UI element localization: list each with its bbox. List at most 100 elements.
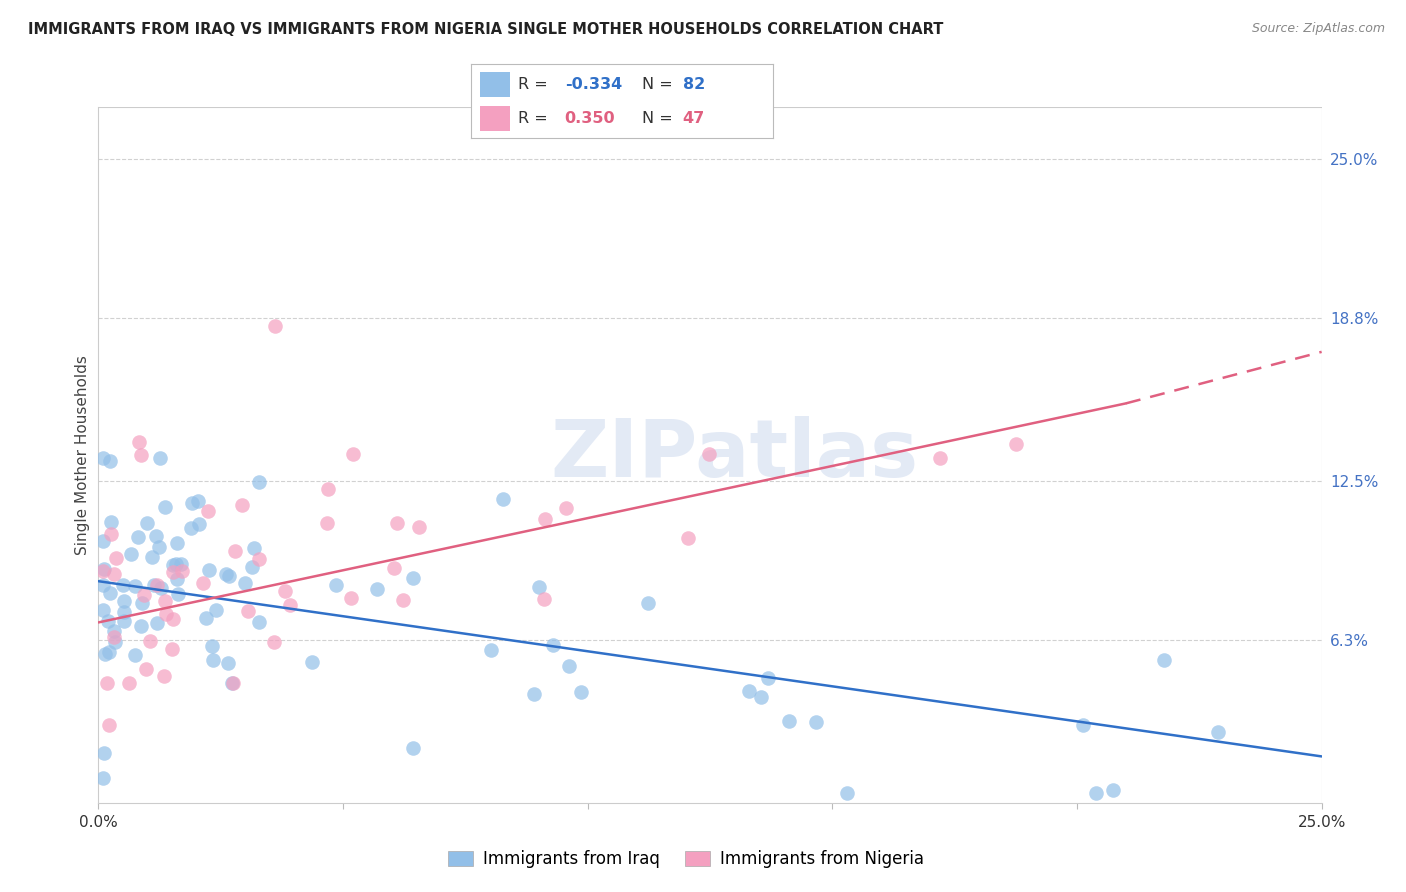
Point (160, 642, 183, 657)
Point (98, 645, 121, 659)
Point (153, 594, 176, 608)
Text: R =: R = (517, 111, 558, 126)
Point (402, 571, 425, 585)
Point (118, 676, 141, 690)
Point (197, 503, 219, 517)
Point (93, 647, 115, 661)
Y-axis label: Single Mother Households: Single Mother Households (75, 355, 90, 555)
Point (835, 786, 858, 800)
Point (247, 615, 270, 629)
Point (1206, 725, 1229, 739)
Point (149, 450, 172, 465)
Point (139, 633, 162, 648)
Point (233, 575, 256, 590)
Point (247, 552, 270, 566)
Point (91, 578, 114, 592)
Point (201, 639, 224, 653)
Text: Source: ZipAtlas.com: Source: ZipAtlas.com (1251, 22, 1385, 36)
Point (402, 741, 425, 756)
Point (224, 544, 246, 558)
Point (155, 500, 177, 515)
Point (112, 594, 135, 608)
Point (170, 558, 193, 572)
Point (382, 561, 405, 575)
Point (676, 531, 699, 545)
Point (141, 550, 163, 565)
Point (128, 434, 150, 449)
Point (112, 605, 135, 619)
Point (124, 579, 146, 593)
Point (408, 520, 430, 534)
Point (218, 569, 240, 583)
Point (201, 652, 224, 666)
Point (97, 614, 120, 628)
Point (778, 714, 800, 728)
Point (278, 598, 301, 612)
Point (533, 512, 555, 526)
Point (325, 578, 347, 592)
Point (170, 564, 193, 578)
Point (162, 566, 184, 580)
Point (91, 603, 114, 617)
Point (103, 566, 125, 581)
Point (204, 603, 226, 617)
Point (533, 592, 555, 607)
Point (98, 585, 121, 599)
Point (217, 656, 239, 670)
Point (146, 616, 169, 631)
Point (91, 533, 114, 548)
FancyBboxPatch shape (479, 106, 510, 131)
Text: N =: N = (641, 78, 678, 93)
Point (1102, 782, 1125, 797)
Point (152, 669, 174, 683)
Point (112, 614, 135, 628)
Point (243, 541, 266, 556)
Point (316, 516, 339, 531)
Point (557, 659, 579, 673)
Point (221, 676, 243, 690)
Point (366, 582, 388, 597)
Point (100, 526, 122, 541)
Text: ZIPatlas: ZIPatlas (550, 416, 918, 494)
Point (96, 676, 118, 690)
Point (131, 596, 153, 610)
Point (928, 450, 950, 465)
Point (100, 454, 122, 468)
Point (162, 558, 184, 573)
Point (166, 572, 188, 586)
Point (135, 516, 157, 530)
Point (120, 547, 142, 561)
Point (247, 475, 270, 489)
Text: N =: N = (641, 111, 678, 126)
Text: 47: 47 (683, 111, 704, 126)
Text: R =: R = (517, 78, 553, 93)
Point (150, 582, 173, 596)
Text: 82: 82 (683, 78, 704, 93)
Point (385, 516, 408, 530)
Point (129, 618, 152, 632)
Point (231, 498, 253, 512)
Point (103, 630, 125, 644)
Point (135, 662, 157, 676)
FancyBboxPatch shape (479, 72, 510, 97)
Point (188, 517, 211, 532)
Point (738, 683, 761, 698)
Point (124, 648, 146, 663)
Point (215, 566, 238, 581)
Point (91, 450, 114, 465)
Point (523, 687, 546, 701)
Point (100, 515, 122, 529)
Point (142, 578, 165, 592)
Point (749, 690, 772, 705)
Point (195, 610, 218, 624)
Point (127, 530, 149, 544)
Text: 0.350: 0.350 (565, 111, 616, 126)
Point (1153, 653, 1175, 667)
Point (392, 592, 415, 607)
Point (804, 715, 827, 730)
Point (145, 528, 167, 542)
Point (91, 564, 114, 578)
Point (132, 588, 155, 602)
Point (166, 535, 188, 549)
Point (697, 447, 720, 461)
